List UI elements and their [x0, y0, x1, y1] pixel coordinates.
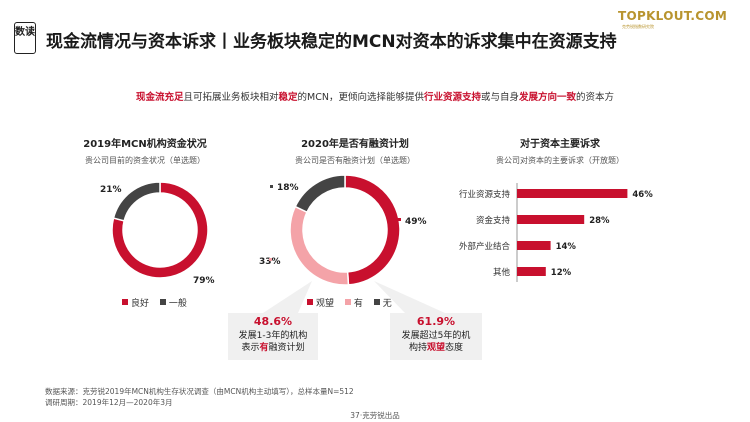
chart2-legend: 观望 有 无 — [307, 296, 392, 309]
chart3-category-label: 其他 — [493, 267, 511, 278]
chart3-data-label: 12% — [551, 268, 572, 278]
chart3-data-label: 14% — [556, 242, 577, 252]
brand-logo: TOPKLOUT.COM — [618, 9, 728, 23]
callout-text: 表示 — [241, 343, 260, 353]
summary-text: 现金流充足且可拓展业务板块相对稳定的MCN，更倾向选择能够提供行业资源支持或与自… — [0, 89, 750, 103]
chart3-category-label: 行业资源支持 — [459, 189, 511, 200]
callout-text: 融资计划 — [268, 343, 305, 353]
summary-highlight: 现金流充足 — [135, 92, 184, 103]
callout-text: 态度 — [445, 343, 464, 353]
legend-label: 观望 — [316, 299, 335, 309]
callout-right-pointer — [374, 281, 445, 313]
summary-fragment: 且可拓展业务板块相对 — [183, 92, 279, 103]
chart2-label-marker — [270, 185, 273, 188]
callout-right-line2: 构持观望态度 — [390, 342, 482, 354]
summary-fragment: 的资本方 — [576, 92, 615, 103]
callout-left: 48.6% 发展1-3年的机构 表示有融资计划 — [228, 313, 318, 360]
chart3-note: 贵公司对资本的主要诉求（开放题） — [496, 156, 624, 165]
chart2-data-label: 18% — [277, 183, 299, 193]
callout-left-value: 48.6% — [253, 315, 293, 328]
page-number: 37·克劳锐出品 — [350, 411, 400, 420]
legend-swatch — [344, 299, 351, 305]
summary-highlight: 稳定 — [278, 92, 298, 103]
legend-swatch — [307, 299, 313, 305]
legend-swatch — [373, 299, 380, 305]
summary-fragment: 的MCN，更倾向选择能够提供 — [297, 92, 424, 103]
callout-highlight: 有 — [259, 343, 269, 353]
chart3-bar-1 — [517, 215, 585, 224]
callout-left-line2: 表示有融资计划 — [228, 342, 318, 354]
callout-left-line1: 发展1-3年的机构 — [238, 331, 308, 341]
legend-label: 一般 — [168, 299, 187, 309]
chart3-bar-2 — [517, 241, 551, 250]
callout-text: 构持 — [408, 343, 427, 353]
legend-label: 良好 — [131, 299, 150, 309]
legend-item-wait: 观望 — [307, 299, 334, 309]
chart3-title: 对于资本主要诉求 — [520, 139, 600, 150]
chart3-category-label: 资金支持 — [476, 215, 511, 226]
summary-highlight: 行业资源支持 — [423, 92, 481, 103]
callout-highlight: 观望 — [426, 343, 445, 353]
chart1-data-label: 21% — [100, 185, 122, 195]
legend-item-good: 良好 — [122, 299, 149, 309]
legend-item-normal: 一般 — [159, 299, 187, 309]
chart3-category-label: 外部产业结合 — [459, 241, 511, 252]
chart2-data-label: 33% — [259, 257, 281, 267]
chart1-title: 2019年MCN机构资金状况 — [83, 139, 207, 150]
legend-item-no: 无 — [373, 299, 392, 309]
chart1-slice-0 — [111, 181, 209, 279]
chart3-data-label: 46% — [632, 190, 653, 200]
chart1-data-label: 79% — [193, 276, 215, 286]
data-source: 数据来源：克劳锐2019年MCN机构生存状况调查（由MCN机构主动填写），总样本… — [45, 387, 354, 396]
chart1-legend: 良好 一般 — [122, 296, 187, 309]
callout-left-pointer — [263, 281, 312, 313]
chart3-bar-0 — [517, 189, 628, 198]
chart2-label-marker — [398, 218, 401, 221]
legend-label: 有 — [353, 299, 363, 309]
chart2-data-label: 49% — [405, 217, 427, 227]
chart2-note: 贵公司是否有融资计划（单选题） — [295, 156, 415, 165]
brand-logo-subtitle: 克劳锐指数研究院 — [622, 24, 654, 29]
legend-label: 无 — [382, 299, 392, 309]
section-badge: 数读 — [14, 22, 36, 54]
chart2-slice-1 — [289, 205, 350, 286]
callout-right: 61.9% 发展超过5年的机 构持观望态度 — [390, 313, 482, 360]
legend-item-yes: 有 — [344, 299, 363, 309]
page-title: 现金流情况与资本诉求丨业务板块稳定的MCN对资本的诉求集中在资源支持 — [46, 32, 617, 52]
summary-highlight: 发展方向一致 — [518, 92, 576, 103]
legend-swatch — [122, 299, 128, 305]
chart2-slice-2 — [294, 174, 346, 214]
summary-fragment: 或与自身 — [480, 92, 519, 103]
chart2-label-marker — [269, 258, 272, 261]
survey-period: 调研周期：2019年12月—2020年3月 — [45, 398, 173, 407]
callout-right-value: 61.9% — [416, 315, 456, 328]
chart3-bar-3 — [517, 267, 546, 276]
callout-right-line1: 发展超过5年的机 — [401, 331, 471, 341]
legend-swatch — [159, 299, 166, 305]
chart3-data-label: 28% — [589, 216, 610, 226]
chart1-note: 贵公司目前的资金状况（单选题） — [85, 156, 205, 165]
chart2-title: 2020年是否有融资计划 — [301, 139, 409, 150]
chart2-slice-0 — [344, 174, 401, 286]
chart1-slice-1 — [112, 181, 161, 222]
